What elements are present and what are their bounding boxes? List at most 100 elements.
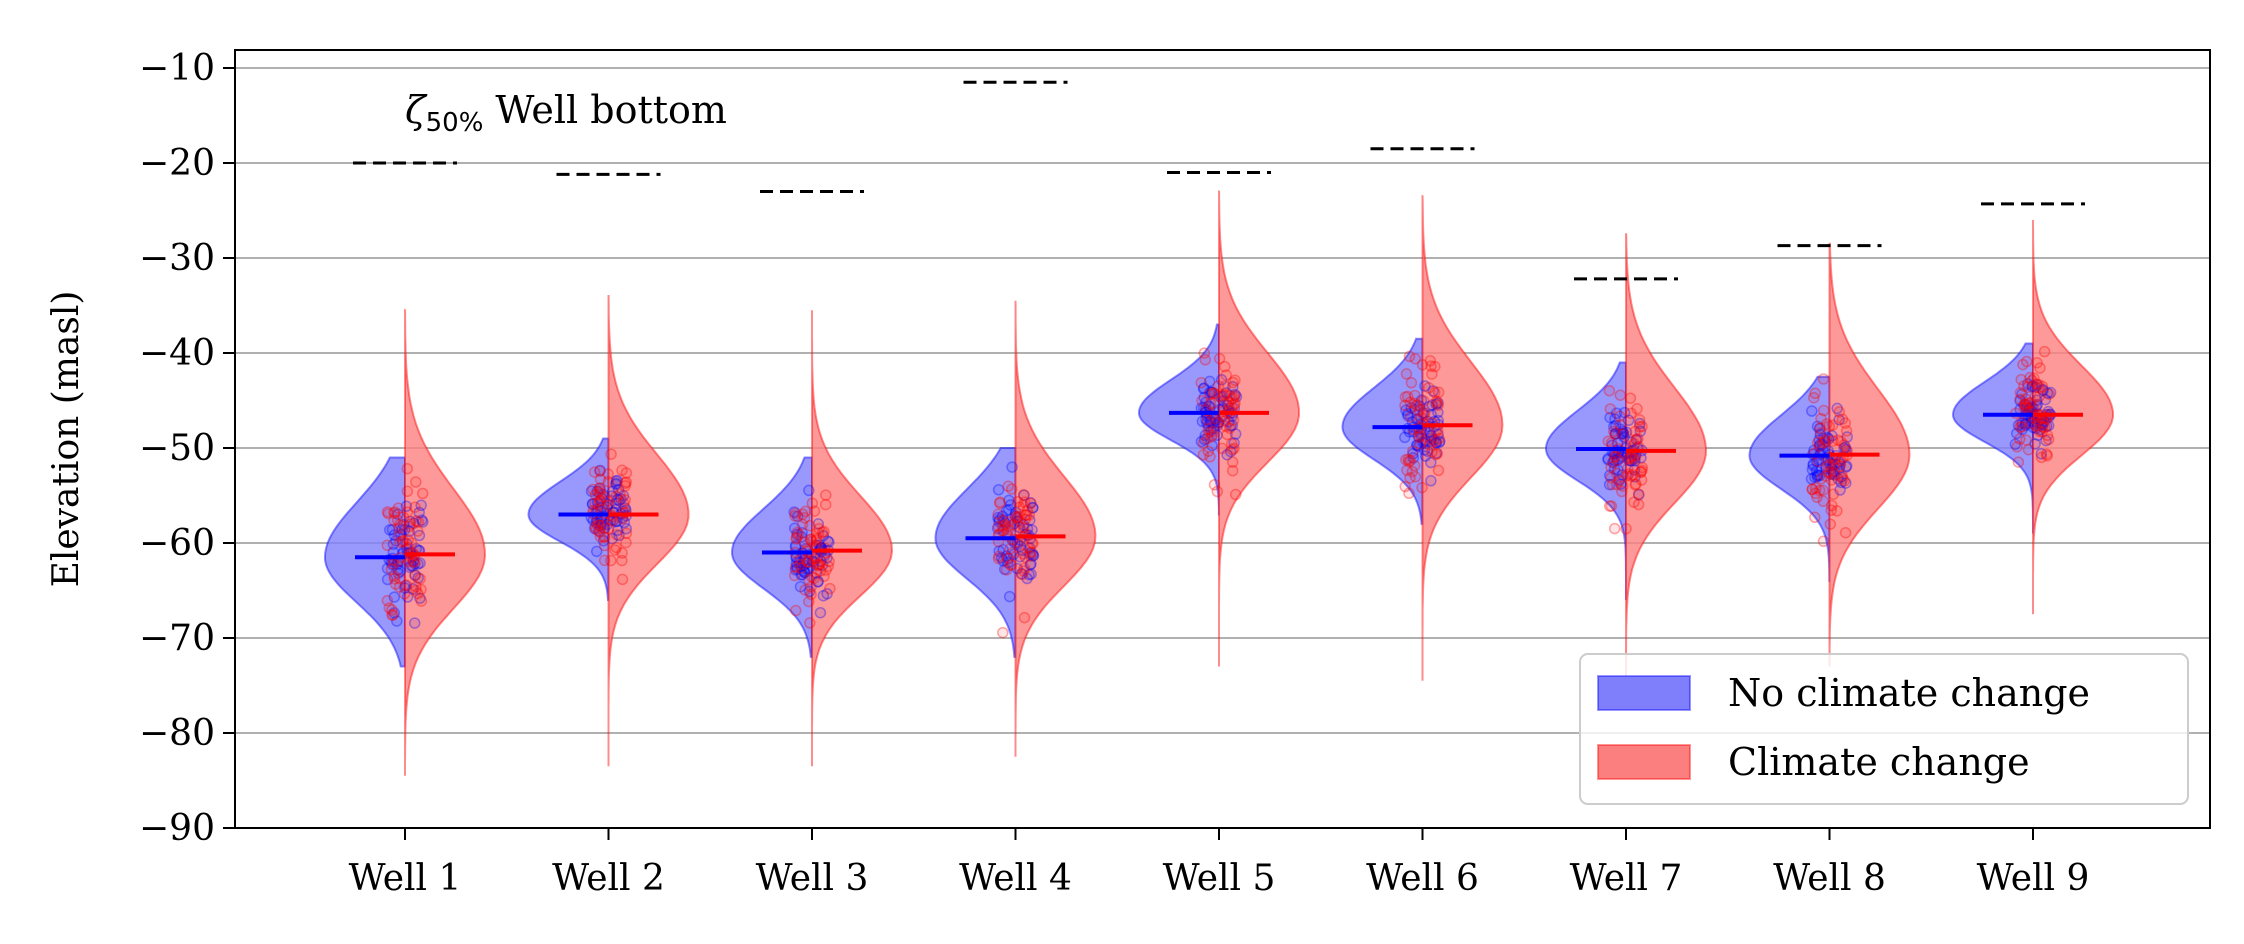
point-climate-change xyxy=(393,572,406,585)
point-climate-change xyxy=(1409,389,1421,402)
point-no-climate-change xyxy=(597,488,609,501)
point-no-climate-change xyxy=(417,516,429,528)
point-climate-change xyxy=(594,495,607,507)
point-climate-change xyxy=(820,489,832,501)
point-no-climate-change xyxy=(1814,438,1826,451)
point-climate-change xyxy=(1012,510,1024,523)
point-climate-change xyxy=(2033,390,2046,403)
point-no-climate-change xyxy=(1618,431,1630,443)
point-no-climate-change xyxy=(2037,383,2049,396)
point-climate-change xyxy=(814,558,826,571)
point-climate-change xyxy=(416,487,429,500)
point-climate-change xyxy=(602,522,615,535)
point-climate-change xyxy=(1227,414,1240,426)
point-climate-change xyxy=(1631,403,1643,415)
point-no-climate-change xyxy=(594,520,606,532)
point-no-climate-change xyxy=(1021,522,1034,535)
point-no-climate-change xyxy=(1805,473,1818,485)
point-no-climate-change xyxy=(1405,402,1417,414)
point-no-climate-change xyxy=(999,517,1011,529)
point-no-climate-change xyxy=(1633,489,1645,501)
point-no-climate-change xyxy=(817,529,830,542)
point-climate-change xyxy=(1635,466,1647,478)
point-no-climate-change xyxy=(1412,413,1424,426)
point-climate-change xyxy=(992,508,1004,521)
point-no-climate-change xyxy=(1000,550,1013,562)
point-climate-change xyxy=(594,494,606,507)
point-climate-change xyxy=(1203,388,1216,400)
point-climate-change xyxy=(1220,369,1232,381)
point-climate-change xyxy=(1402,453,1414,466)
point-no-climate-change xyxy=(791,510,804,523)
point-climate-change xyxy=(2019,401,2032,413)
point-no-climate-change xyxy=(1400,404,1412,417)
point-no-climate-change xyxy=(1426,399,1438,411)
point-climate-change xyxy=(796,508,809,521)
point-climate-change xyxy=(811,552,823,564)
point-no-climate-change xyxy=(1009,506,1022,519)
point-climate-change xyxy=(1023,509,1035,521)
y-axis: −90 −80 −70 −60 −50 −40 −30 −20 −10 xyxy=(139,48,235,849)
point-climate-change xyxy=(799,505,812,518)
point-climate-change xyxy=(1018,562,1031,574)
point-climate-change xyxy=(414,573,426,585)
point-climate-change xyxy=(1432,464,1445,477)
point-climate-change xyxy=(393,530,405,542)
point-climate-change xyxy=(806,497,819,509)
point-climate-change xyxy=(1225,437,1238,450)
point-no-climate-change xyxy=(789,564,802,576)
point-no-climate-change xyxy=(2030,422,2042,435)
point-climate-change xyxy=(619,477,632,490)
point-climate-change xyxy=(1617,480,1629,492)
point-no-climate-change xyxy=(795,560,807,573)
point-no-climate-change xyxy=(1222,416,1235,428)
violin-no-climate-change xyxy=(1138,323,1220,516)
point-no-climate-change xyxy=(1829,458,1842,470)
point-no-climate-change xyxy=(1027,549,1039,562)
point-climate-change xyxy=(1811,437,1824,449)
point-climate-change xyxy=(1616,485,1628,498)
point-climate-change xyxy=(799,584,811,596)
point-climate-change xyxy=(1020,509,1033,521)
point-no-climate-change xyxy=(998,563,1011,576)
point-no-climate-change xyxy=(2030,400,2042,413)
point-climate-change xyxy=(803,573,815,586)
point-no-climate-change xyxy=(597,535,610,547)
point-climate-change xyxy=(2030,378,2043,390)
point-climate-change xyxy=(999,519,1011,531)
point-no-climate-change xyxy=(1230,391,1243,403)
point-no-climate-change xyxy=(998,515,1010,527)
point-climate-change xyxy=(1404,396,1417,409)
point-no-climate-change xyxy=(995,552,1008,564)
point-climate-change xyxy=(388,573,401,585)
point-no-climate-change xyxy=(1625,454,1638,467)
point-no-climate-change xyxy=(613,494,625,507)
point-no-climate-change xyxy=(798,565,810,577)
point-climate-change xyxy=(1430,448,1442,461)
point-climate-change xyxy=(2034,425,2046,438)
point-no-climate-change xyxy=(2026,401,2038,414)
point-no-climate-change xyxy=(2034,423,2047,436)
x-tick-label: Well 4 xyxy=(959,858,1072,899)
point-climate-change xyxy=(1408,397,1421,410)
point-no-climate-change xyxy=(405,559,417,572)
point-no-climate-change xyxy=(413,529,426,542)
point-no-climate-change xyxy=(613,529,625,542)
point-climate-change xyxy=(1425,360,1437,372)
point-no-climate-change xyxy=(1834,458,1846,471)
point-climate-change xyxy=(793,528,805,541)
point-no-climate-change xyxy=(1021,572,1033,585)
point-climate-change xyxy=(1016,568,1028,581)
point-no-climate-change xyxy=(412,572,424,584)
point-climate-change xyxy=(1602,435,1615,447)
point-no-climate-change xyxy=(1198,391,1210,404)
point-no-climate-change xyxy=(1811,420,1824,433)
point-climate-change xyxy=(2034,362,2046,374)
point-climate-change xyxy=(610,529,623,541)
point-no-climate-change xyxy=(1430,398,1442,411)
point-no-climate-change xyxy=(1003,590,1016,603)
point-climate-change xyxy=(2022,443,2035,456)
violin-no-climate-change xyxy=(730,456,813,658)
point-no-climate-change xyxy=(1816,438,1829,451)
point-climate-change xyxy=(1404,411,1417,423)
